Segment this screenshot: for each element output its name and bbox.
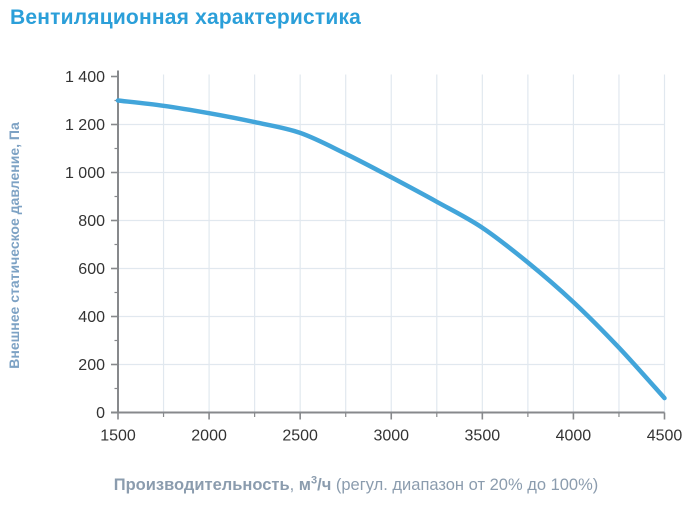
y-tick-label: 800 (78, 213, 105, 230)
x-tick-label: 2500 (282, 428, 318, 445)
x-tick-label: 4500 (647, 428, 683, 445)
fan-curve-chart: 0 200 400 600 800 1 000 1 200 1 400 1500 2000 2500… (65, 69, 683, 445)
x-axis-label-separator: , (289, 476, 299, 494)
y-tick-label: 1 000 (65, 165, 105, 182)
x-axis-label-name: Производительность (113, 476, 290, 494)
y-tick-label: 1 200 (65, 117, 105, 134)
y-tick-label: 200 (78, 357, 105, 374)
x-axis-label-range: (регул. диапазон от 20% до 100%) (331, 476, 599, 494)
x-tick-label: 3000 (373, 428, 409, 445)
y-tick-label: 400 (78, 309, 105, 326)
y-tick-label: 1 400 (65, 69, 105, 86)
y-tick-label: 0 (96, 405, 105, 422)
x-axis-label-unit: м3/ч (298, 474, 332, 494)
x-tick-label: 1500 (100, 428, 136, 445)
x-axis-label-unit-sup: 3 (311, 474, 318, 487)
chart-title: Вентиляционная характеристика (10, 6, 362, 29)
x-tick-label: 4000 (556, 428, 592, 445)
fan-curve-path (115, 98, 667, 401)
y-tick-label: 600 (78, 261, 105, 278)
x-tick-label: 3500 (465, 428, 501, 445)
x-axis-label: Производительность, м3/ч (регул. диапазо… (0, 474, 700, 495)
x-tick-label: 2000 (191, 428, 227, 445)
